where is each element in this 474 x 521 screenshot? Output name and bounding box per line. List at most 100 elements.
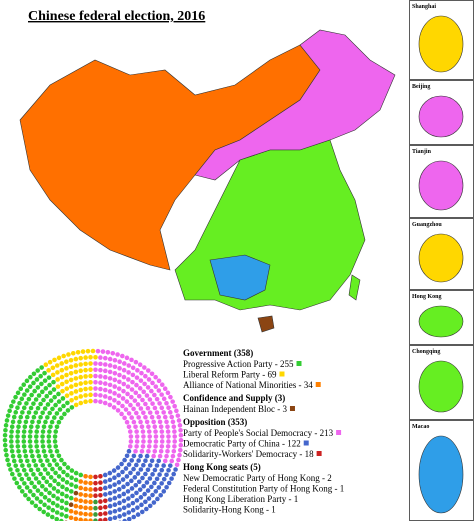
seat bbox=[122, 415, 127, 421]
seat bbox=[135, 512, 141, 517]
seat bbox=[83, 393, 88, 398]
seat bbox=[95, 348, 101, 354]
seat bbox=[10, 453, 16, 459]
seat bbox=[112, 370, 118, 376]
seat bbox=[47, 482, 53, 488]
seat bbox=[33, 410, 39, 415]
seat bbox=[68, 364, 74, 370]
seat bbox=[50, 406, 55, 412]
seat bbox=[17, 453, 22, 459]
seat bbox=[27, 434, 33, 439]
seat bbox=[55, 384, 61, 389]
seat bbox=[102, 511, 108, 516]
seat bbox=[59, 512, 65, 517]
seat bbox=[41, 424, 47, 430]
seat bbox=[121, 367, 127, 373]
seat bbox=[28, 429, 33, 434]
seat bbox=[93, 480, 98, 486]
seat bbox=[64, 359, 69, 365]
seat bbox=[151, 419, 156, 425]
seat bbox=[60, 484, 65, 490]
seat bbox=[11, 414, 17, 420]
seat bbox=[153, 439, 159, 444]
seat bbox=[83, 361, 88, 367]
seat bbox=[26, 410, 32, 415]
seat bbox=[130, 379, 135, 385]
seat bbox=[88, 361, 93, 366]
seat bbox=[51, 458, 57, 463]
seat bbox=[20, 463, 25, 468]
seat bbox=[93, 518, 98, 521]
seat bbox=[60, 477, 66, 482]
seat bbox=[171, 449, 177, 454]
seat bbox=[170, 399, 175, 404]
seat bbox=[3, 427, 8, 433]
seat bbox=[112, 377, 118, 383]
seat bbox=[139, 509, 145, 515]
seat bbox=[23, 453, 29, 459]
seat bbox=[61, 353, 66, 359]
seat bbox=[136, 393, 142, 399]
seat bbox=[40, 389, 45, 395]
seat bbox=[45, 512, 51, 517]
seat bbox=[54, 363, 60, 368]
seat bbox=[132, 475, 138, 480]
seat bbox=[138, 378, 144, 383]
seat bbox=[4, 452, 9, 458]
seat bbox=[19, 489, 25, 494]
seat bbox=[66, 352, 71, 357]
seat bbox=[98, 374, 103, 379]
seat bbox=[51, 387, 57, 392]
seat bbox=[126, 377, 131, 382]
seat bbox=[55, 370, 60, 375]
seat bbox=[164, 419, 169, 425]
seat bbox=[61, 403, 66, 409]
inset-region bbox=[418, 15, 464, 73]
seat bbox=[27, 439, 33, 444]
seat bbox=[42, 502, 47, 508]
seat bbox=[107, 402, 113, 408]
seat bbox=[83, 367, 88, 373]
seat bbox=[128, 402, 133, 408]
seat bbox=[17, 472, 22, 478]
seat bbox=[28, 448, 34, 454]
seat bbox=[8, 467, 13, 472]
seat bbox=[54, 510, 60, 515]
seat bbox=[78, 511, 84, 516]
seat bbox=[126, 516, 132, 521]
seat bbox=[134, 410, 139, 416]
seat bbox=[88, 398, 93, 404]
seat bbox=[165, 429, 171, 434]
seat bbox=[40, 429, 46, 434]
seat bbox=[172, 434, 178, 439]
seat bbox=[62, 461, 67, 467]
seat bbox=[153, 444, 158, 449]
seat bbox=[43, 453, 48, 459]
seat bbox=[44, 479, 50, 485]
seat bbox=[121, 512, 127, 517]
seat bbox=[136, 458, 141, 463]
seat bbox=[52, 434, 58, 439]
seat bbox=[69, 482, 74, 487]
seat bbox=[13, 394, 18, 400]
seat bbox=[45, 415, 50, 420]
seat bbox=[48, 475, 54, 480]
seat bbox=[126, 363, 132, 368]
seat bbox=[133, 482, 139, 488]
seat bbox=[35, 448, 40, 454]
seat bbox=[102, 387, 108, 393]
seat bbox=[88, 354, 93, 360]
seat bbox=[52, 478, 57, 484]
seat bbox=[153, 374, 158, 380]
seat bbox=[39, 491, 44, 497]
seat bbox=[78, 394, 84, 399]
seat bbox=[168, 394, 173, 400]
legend-entry: Party of People's Social Democracy - 213 bbox=[183, 428, 334, 438]
seat bbox=[12, 476, 17, 481]
seat bbox=[59, 518, 64, 521]
seat bbox=[31, 371, 37, 377]
seat bbox=[161, 489, 167, 494]
seat bbox=[34, 444, 40, 449]
legend-entry: Progressive Action Party - 255 bbox=[183, 359, 294, 369]
seat bbox=[128, 470, 133, 476]
